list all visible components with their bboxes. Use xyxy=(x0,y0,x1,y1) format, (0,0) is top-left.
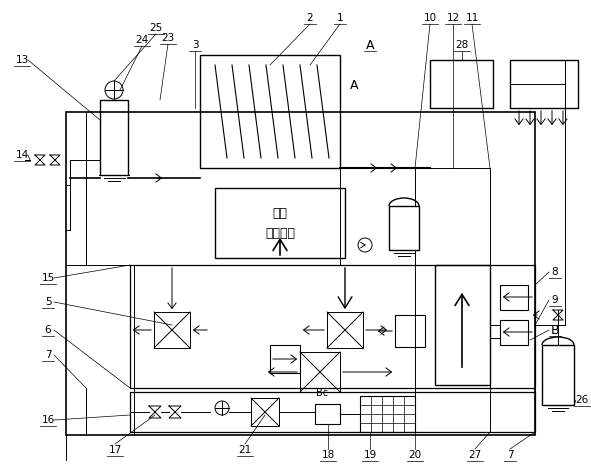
Bar xyxy=(500,285,528,310)
Text: 20: 20 xyxy=(408,450,421,460)
Bar xyxy=(542,345,574,405)
Bar xyxy=(130,265,535,388)
Text: 室内: 室内 xyxy=(272,206,287,219)
Bar xyxy=(66,112,535,435)
Bar xyxy=(327,312,363,348)
Text: Bc: Bc xyxy=(316,388,328,398)
Text: 19: 19 xyxy=(363,450,376,460)
Text: A: A xyxy=(350,78,359,92)
Bar xyxy=(130,392,535,432)
Text: 2: 2 xyxy=(307,13,313,23)
Bar xyxy=(510,60,578,108)
Text: 16: 16 xyxy=(41,415,54,425)
Text: 8: 8 xyxy=(551,267,558,277)
Text: 1: 1 xyxy=(337,13,343,23)
Text: 23: 23 xyxy=(161,33,174,43)
Bar xyxy=(200,55,340,168)
Text: 10: 10 xyxy=(423,13,437,23)
Bar xyxy=(300,352,340,392)
Bar xyxy=(270,345,300,373)
Bar xyxy=(435,265,490,385)
Text: 27: 27 xyxy=(469,450,482,460)
Bar xyxy=(154,312,190,348)
Text: 空调环境: 空调环境 xyxy=(265,227,295,240)
Bar xyxy=(500,320,528,345)
Bar xyxy=(395,315,425,347)
Text: 7: 7 xyxy=(506,450,514,460)
Text: 7: 7 xyxy=(45,350,51,360)
Text: 18: 18 xyxy=(322,450,335,460)
Text: 5: 5 xyxy=(45,297,51,307)
Bar xyxy=(251,398,279,426)
Text: 15: 15 xyxy=(41,273,54,283)
Text: 17: 17 xyxy=(108,445,122,455)
Bar xyxy=(360,396,415,432)
Text: 12: 12 xyxy=(446,13,460,23)
Bar xyxy=(315,404,340,424)
Text: 3: 3 xyxy=(191,40,199,50)
Text: 14: 14 xyxy=(15,150,28,160)
Text: 9: 9 xyxy=(551,295,558,305)
Text: 28: 28 xyxy=(456,40,469,50)
Text: 11: 11 xyxy=(465,13,479,23)
Text: 21: 21 xyxy=(238,445,252,455)
Text: 13: 13 xyxy=(15,55,28,65)
Bar xyxy=(389,206,419,250)
Text: 26: 26 xyxy=(576,395,589,405)
Bar xyxy=(215,188,345,258)
Text: 25: 25 xyxy=(150,23,163,33)
Text: B: B xyxy=(551,323,559,337)
Bar xyxy=(100,100,128,175)
Text: A: A xyxy=(366,39,374,52)
Text: 24: 24 xyxy=(135,35,148,45)
Bar xyxy=(430,60,493,108)
Text: 6: 6 xyxy=(45,325,51,335)
